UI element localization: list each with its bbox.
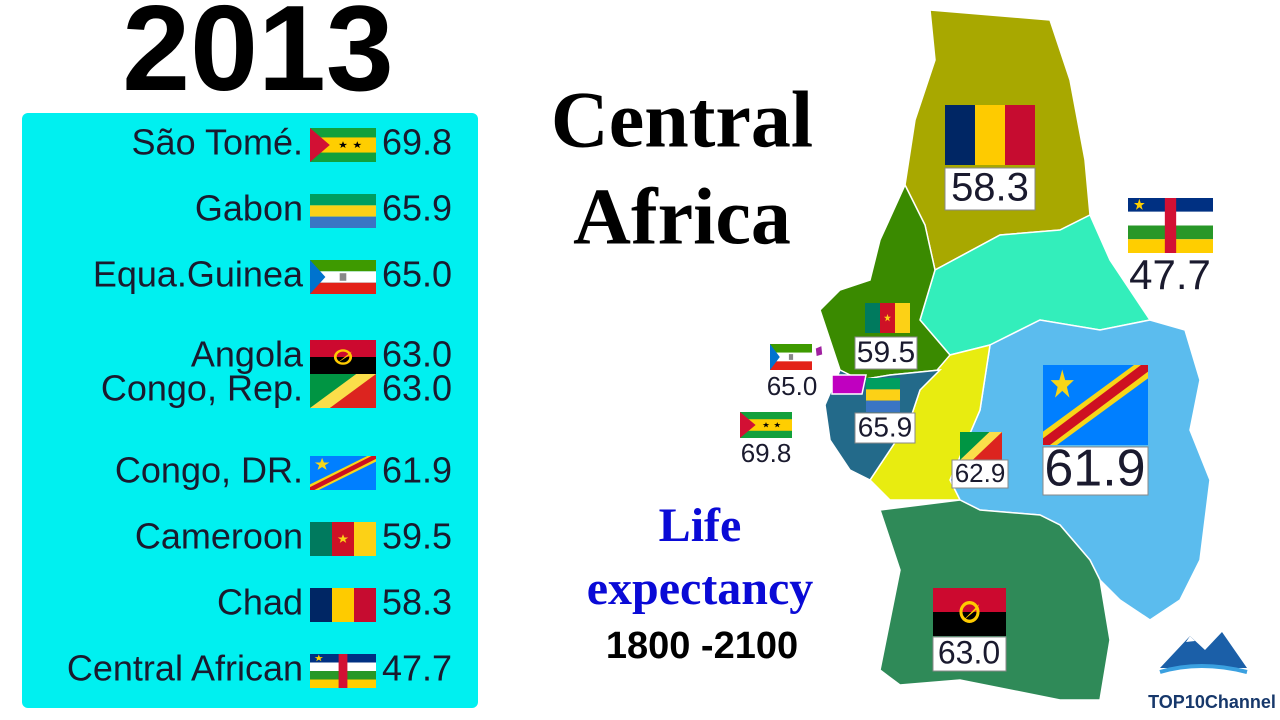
- country-value: 47.7: [382, 648, 452, 689]
- subtitle-line: expectancy: [587, 562, 814, 615]
- country-flag: [310, 128, 376, 162]
- map-label: 63.0: [938, 634, 1000, 670]
- country-flag: [310, 654, 376, 688]
- country-name: Cameroon: [135, 516, 303, 557]
- country-value: 65.0: [382, 254, 452, 295]
- map-label: 65.9: [858, 411, 913, 442]
- eq-guinea-region: [831, 374, 867, 395]
- map-label: 61.9: [1044, 440, 1145, 498]
- ranking-list: São Tomé. 69.8 Gabon 65.9 Equa.Guinea 65.0 Ang…: [67, 122, 452, 689]
- country-value: 59.5: [382, 516, 452, 557]
- country-value: 63.0: [382, 368, 452, 409]
- country-value: 58.3: [382, 582, 452, 623]
- country-name: Equa.Guinea: [93, 254, 304, 295]
- country-name: Central African: [67, 648, 303, 689]
- country-flag: [310, 340, 376, 374]
- title-line: Central: [551, 76, 813, 164]
- year: 2013: [122, 0, 393, 116]
- title-line: Africa: [573, 173, 791, 261]
- subtitle-years: 1800 -2100: [606, 625, 798, 667]
- country-name: Gabon: [195, 188, 303, 229]
- country-flag: [310, 374, 376, 408]
- logo-text: TOP10Channel: [1148, 692, 1276, 712]
- sao-tome-region: [814, 343, 824, 358]
- map-label: 59.5: [857, 336, 915, 369]
- map-label-boxes: [854, 167, 1149, 672]
- country-name: São Tomé.: [132, 122, 303, 163]
- country-value: 63.0: [382, 334, 452, 375]
- country-name: Angola: [191, 334, 304, 375]
- subtitle-line: Life: [659, 499, 742, 552]
- country-value: 69.8: [382, 122, 452, 163]
- country-name: Congo, DR.: [115, 450, 303, 491]
- country-flag: [310, 260, 376, 294]
- country-flag: [310, 456, 376, 490]
- map-label: 58.3: [951, 166, 1029, 210]
- map-label: 69.8: [741, 438, 792, 468]
- country-flag: [310, 194, 376, 228]
- map-label: 65.0: [767, 371, 818, 401]
- logo: TOP10Channel: [1148, 632, 1276, 712]
- map-label: 47.7: [1129, 251, 1211, 298]
- country-flag: [310, 588, 376, 622]
- country-flag: [310, 522, 376, 556]
- map-label: 62.9: [955, 458, 1006, 488]
- country-name: Congo, Rep.: [101, 368, 303, 409]
- country-value: 65.9: [382, 188, 452, 229]
- country-value: 61.9: [382, 450, 452, 491]
- country-name: Chad: [217, 582, 303, 623]
